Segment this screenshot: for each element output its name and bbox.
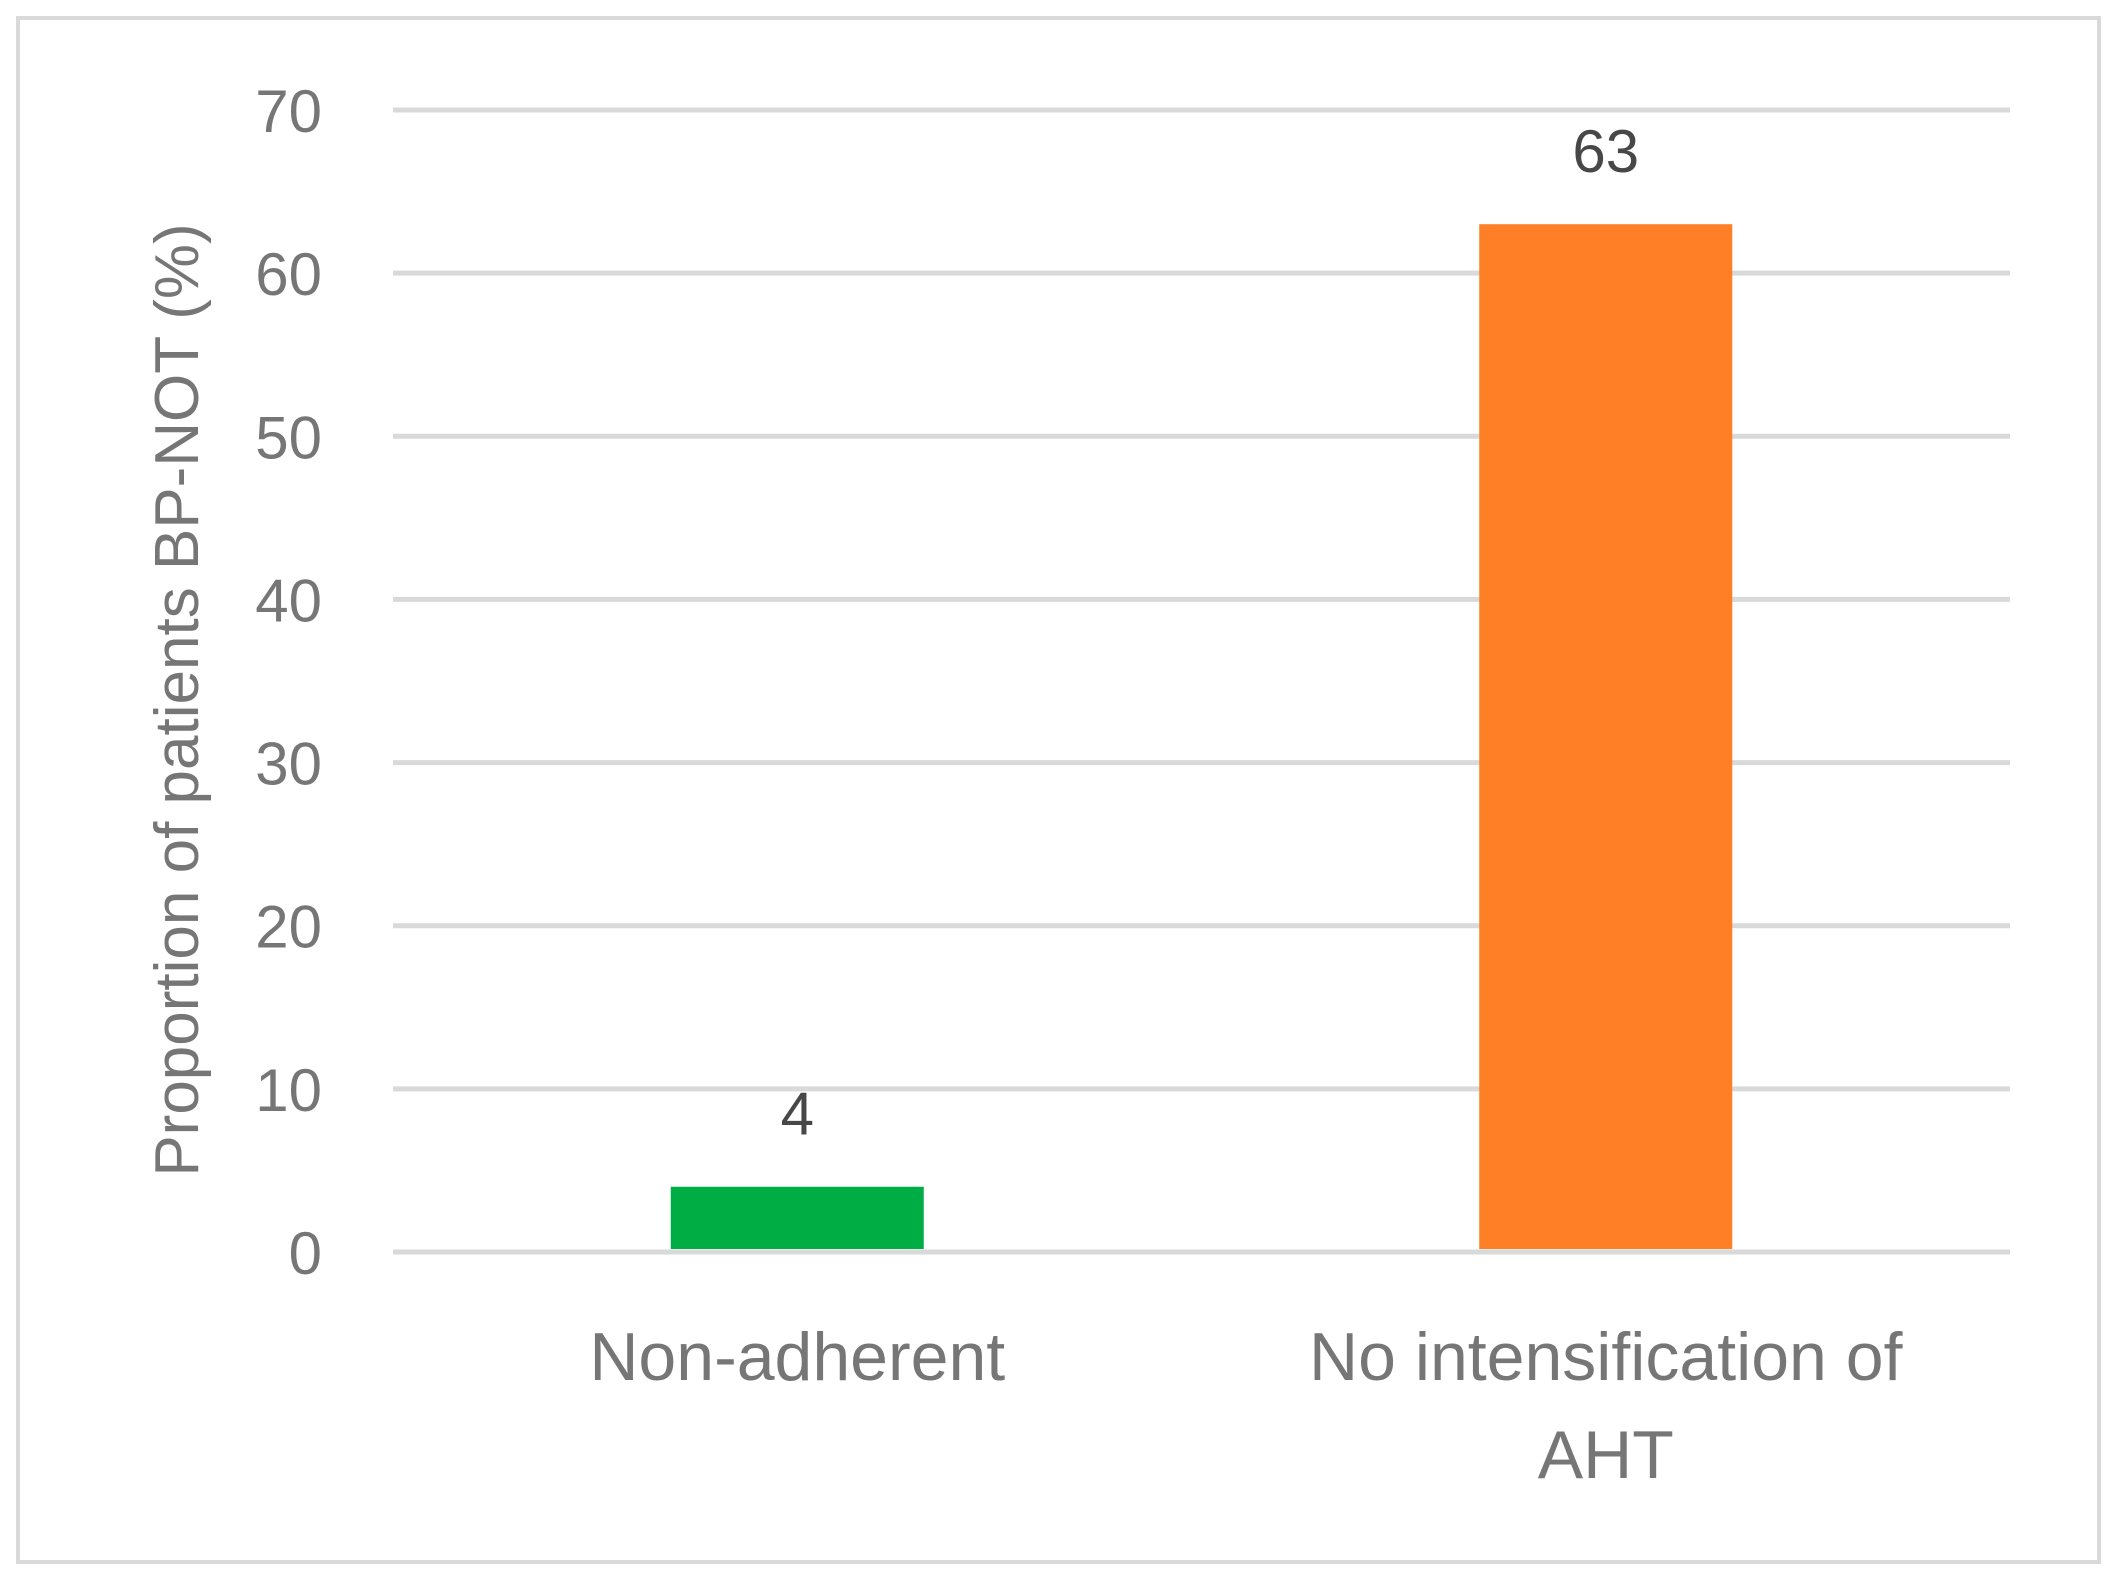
bars bbox=[670, 224, 1733, 1250]
gridlines bbox=[393, 107, 2010, 1255]
x-category-label: Non-adherent bbox=[589, 1319, 1005, 1395]
y-tick-label: 10 bbox=[255, 1057, 322, 1124]
x-axis-category-labels: Non-adherent No intensification of AHT bbox=[589, 1319, 1902, 1493]
data-labels: 4 63 bbox=[781, 118, 1640, 1148]
y-axis-tick-labels: 0 10 20 30 40 50 60 70 bbox=[255, 78, 322, 1287]
y-tick-label: 50 bbox=[255, 404, 322, 471]
y-tick-label: 60 bbox=[255, 241, 322, 308]
y-axis-title: Proportion of patients BP-NOT (%) bbox=[143, 223, 212, 1176]
bar-1 bbox=[670, 1186, 924, 1249]
x-category-label: AHT bbox=[1538, 1417, 1674, 1493]
y-tick-label: 20 bbox=[255, 894, 322, 961]
y-tick-label: 30 bbox=[255, 731, 322, 798]
y-tick-label: 0 bbox=[289, 1220, 322, 1287]
y-tick-label: 40 bbox=[255, 567, 322, 634]
data-label: 63 bbox=[1572, 118, 1639, 185]
data-label: 4 bbox=[781, 1081, 814, 1148]
bar-2 bbox=[1479, 224, 1733, 1250]
x-category-label: No intensification of bbox=[1309, 1319, 1903, 1395]
y-tick-label: 70 bbox=[255, 78, 322, 145]
